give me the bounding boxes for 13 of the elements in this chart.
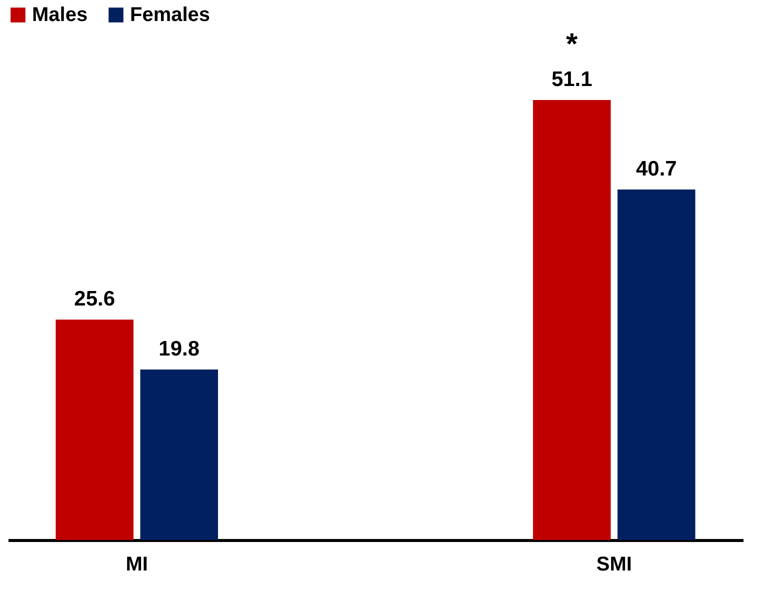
x-tick-label: MI: [126, 554, 148, 576]
bar: [533, 100, 611, 540]
legend-label: Males: [32, 4, 88, 26]
data-label: 40.7: [636, 158, 677, 181]
x-tick-label: SMI: [596, 554, 632, 576]
data-label: 19.8: [158, 338, 200, 361]
legend-label: Females: [130, 4, 210, 26]
bar: [618, 190, 696, 540]
annotation: *: [566, 28, 578, 61]
bar: [140, 370, 218, 540]
data-label: 51.1: [551, 68, 593, 91]
bar: [56, 320, 134, 540]
data-label: 25.6: [74, 288, 116, 311]
